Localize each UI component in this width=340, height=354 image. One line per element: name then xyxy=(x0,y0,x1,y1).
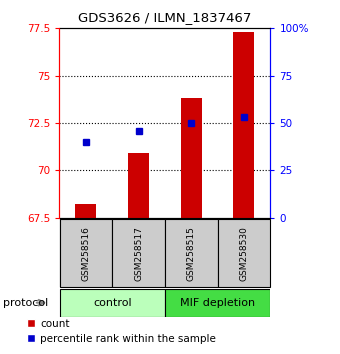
Title: GDS3626 / ILMN_1837467: GDS3626 / ILMN_1837467 xyxy=(78,11,252,24)
Bar xyxy=(59,219,112,287)
Bar xyxy=(59,289,165,317)
Text: GSM258516: GSM258516 xyxy=(81,225,90,281)
Text: control: control xyxy=(93,298,132,308)
Bar xyxy=(218,219,270,287)
Bar xyxy=(181,98,202,218)
Text: MIF depletion: MIF depletion xyxy=(180,298,255,308)
Text: GSM258515: GSM258515 xyxy=(187,225,196,281)
Bar xyxy=(233,32,254,218)
Text: protocol: protocol xyxy=(3,298,49,308)
Bar xyxy=(165,219,218,287)
Bar xyxy=(165,289,270,317)
Legend: count, percentile rank within the sample: count, percentile rank within the sample xyxy=(22,315,220,348)
Text: GSM258530: GSM258530 xyxy=(239,225,249,281)
Text: GSM258517: GSM258517 xyxy=(134,225,143,281)
Bar xyxy=(128,153,149,218)
Bar xyxy=(75,205,97,218)
Bar xyxy=(112,219,165,287)
